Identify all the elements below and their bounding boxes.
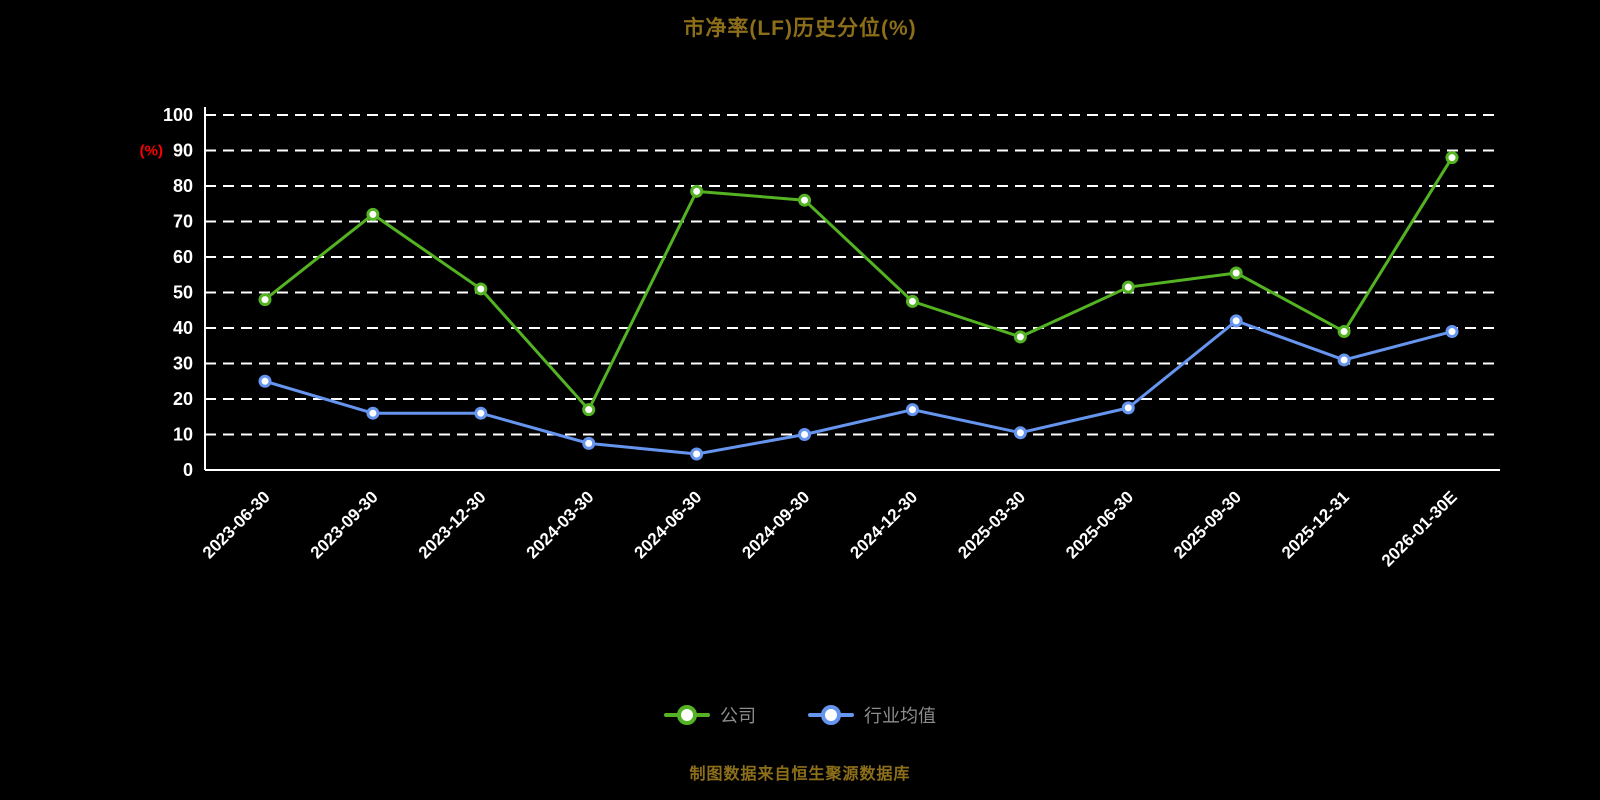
svg-text:30: 30 (173, 354, 193, 374)
svg-text:2025-09-30: 2025-09-30 (1170, 487, 1245, 562)
svg-text:2023-12-30: 2023-12-30 (415, 487, 490, 562)
line-chart: 0 10 20 30 40 50 60 70 80 90 100 (%) 2023-06-30 2023-… (140, 105, 1500, 570)
svg-text:2025-03-30: 2025-03-30 (954, 487, 1029, 562)
company-series-marker-icon (664, 705, 710, 725)
svg-text:60: 60 (173, 247, 193, 267)
svg-text:2023-09-30: 2023-09-30 (307, 487, 382, 562)
svg-text:2024-09-30: 2024-09-30 (738, 487, 813, 562)
svg-text:20: 20 (173, 389, 193, 409)
data-source-caption: 制图数据来自恒生聚源数据库 (689, 766, 911, 783)
svg-text:(%): (%) (140, 143, 163, 160)
legend: 公司 行业均值 (0, 702, 1600, 728)
legend-item-company[interactable]: 公司 (664, 702, 756, 728)
svg-text:100: 100 (163, 105, 193, 125)
svg-text:40: 40 (173, 318, 193, 338)
svg-text:80: 80 (173, 176, 193, 196)
svg-text:50: 50 (173, 283, 193, 303)
svg-text:2024-12-30: 2024-12-30 (846, 487, 921, 562)
svg-text:2025-12-31: 2025-12-31 (1278, 487, 1353, 562)
chart-title: 市净率(LF)历史分位(%) (683, 17, 917, 40)
legend-label-company: 公司 (720, 706, 756, 726)
svg-text:2023-06-30: 2023-06-30 (199, 487, 274, 562)
svg-text:10: 10 (173, 425, 193, 445)
svg-text:70: 70 (173, 212, 193, 232)
svg-text:90: 90 (173, 141, 193, 161)
svg-text:0: 0 (183, 460, 193, 480)
legend-label-industry: 行业均值 (864, 706, 936, 726)
svg-text:2024-06-30: 2024-06-30 (631, 487, 706, 562)
svg-text:2024-03-30: 2024-03-30 (523, 487, 598, 562)
industry-series-marker-icon (808, 705, 854, 725)
svg-text:2025-06-30: 2025-06-30 (1062, 487, 1137, 562)
legend-item-industry[interactable]: 行业均值 (808, 702, 936, 728)
svg-text:2026-01-30E: 2026-01-30E (1378, 487, 1461, 570)
